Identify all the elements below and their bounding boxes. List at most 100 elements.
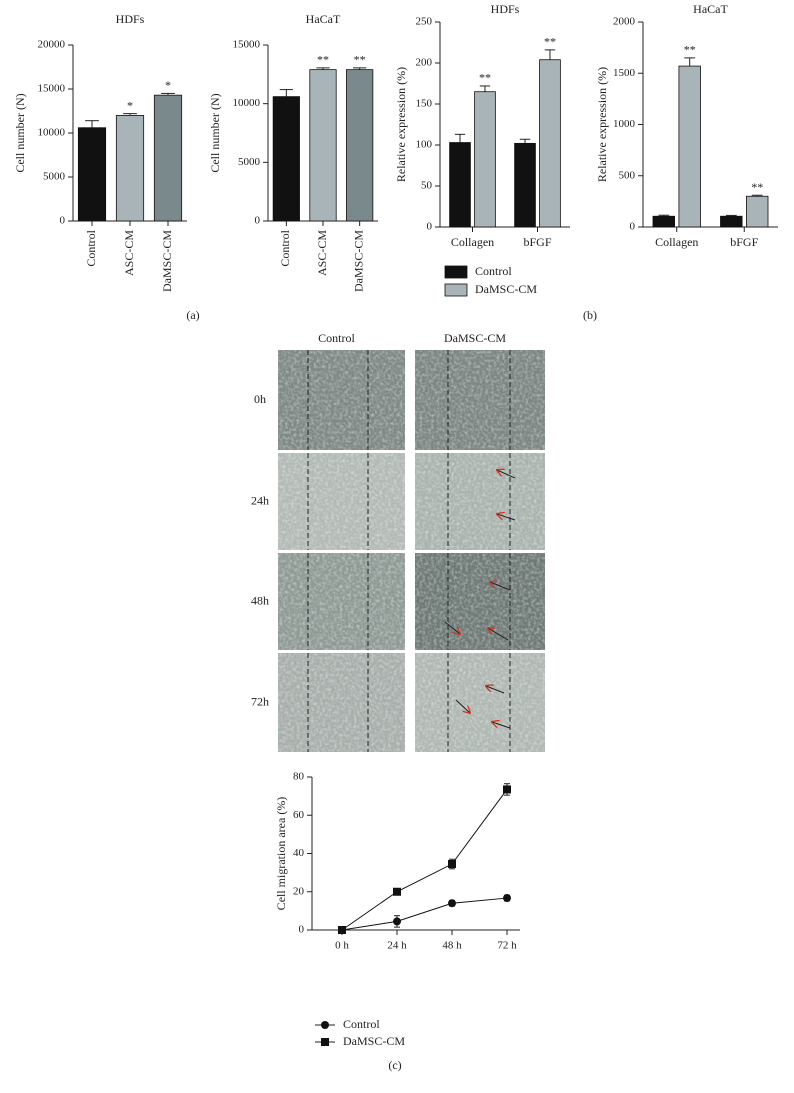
bar: [77, 127, 107, 222]
chart-title: HaCaT: [306, 12, 341, 26]
marker: [448, 899, 456, 908]
x-tick-label: Collagen: [451, 235, 494, 249]
x-tick-label: Collagen: [655, 235, 698, 249]
y-tick-label: 0: [255, 215, 261, 227]
legend-swatch: [444, 265, 468, 279]
y-tick-label: 80: [293, 771, 305, 783]
x-tick-label: ASC-CM: [122, 230, 136, 276]
y-tick-label: 15000: [38, 83, 66, 95]
legend-marker: [321, 1021, 329, 1029]
x-tick-label: Control: [84, 229, 98, 266]
significance-label: **: [317, 53, 329, 67]
x-tick-label: bFGF: [730, 235, 758, 249]
y-tick-label: 0: [630, 221, 636, 233]
x-tick-label: ASC-CM: [315, 230, 329, 276]
bar: [346, 69, 374, 222]
y-tick-label: 60: [293, 809, 305, 821]
y-tick-label: 20000: [38, 39, 66, 51]
bar: [746, 195, 769, 228]
series-line: [341, 897, 508, 931]
legend-swatch: [444, 283, 468, 297]
migration-arrow: [488, 628, 509, 641]
x-tick-label: Control: [278, 229, 292, 266]
micrograph-texture: [278, 553, 405, 650]
micrograph-texture: [415, 553, 545, 650]
bar: [272, 96, 300, 222]
y-tick-label: 10000: [38, 127, 66, 139]
marker: [448, 860, 456, 869]
micrograph-texture: [415, 453, 545, 550]
y-tick-label: 150: [416, 98, 433, 110]
significance-label: *: [127, 98, 133, 112]
row-label: 0h: [254, 392, 266, 406]
legend-label: Control: [475, 264, 512, 278]
legend-label: DaMSC-CM: [475, 282, 537, 296]
chart-title: HaCaT: [693, 2, 728, 16]
marker: [503, 785, 511, 794]
significance-label: **: [684, 43, 696, 57]
micrograph-texture: [278, 350, 405, 450]
y-tick-label: 2000: [613, 16, 636, 28]
chart-title: HDFs: [491, 2, 520, 16]
x-tick-label: DaMSC-CM: [351, 230, 365, 292]
y-tick-label: 1500: [613, 67, 636, 79]
marker: [338, 926, 346, 934]
bar: [474, 91, 496, 228]
migration-arrow: [486, 686, 505, 694]
significance-label: **: [354, 53, 366, 67]
significance-label: *: [165, 78, 171, 92]
bar: [309, 69, 337, 222]
marker: [393, 917, 401, 926]
x-tick-label: 72 h: [497, 940, 517, 952]
y-tick-label: 0: [60, 215, 66, 227]
bar: [153, 94, 183, 222]
bar: [720, 215, 743, 228]
y-tick-label: 50: [421, 180, 433, 192]
legend-label: DaMSC-CM: [343, 1034, 405, 1048]
y-tick-label: 0: [299, 924, 305, 936]
chart-title: HDFs: [116, 12, 145, 26]
y-axis-label: Cell number (N): [208, 93, 222, 172]
y-axis-label: Cell migration area (%): [274, 797, 288, 911]
x-tick-label: 24 h: [387, 940, 407, 952]
bar: [539, 59, 561, 228]
column-header: Control: [318, 331, 355, 345]
migration-arrow: [444, 621, 460, 634]
y-tick-label: 100: [416, 139, 433, 151]
x-tick-label: DaMSC-CM: [160, 230, 174, 292]
y-tick-label: 15000: [233, 39, 261, 51]
y-axis-label: Relative expression (%): [595, 67, 609, 182]
panel-label: (c): [388, 1058, 401, 1072]
x-tick-label: bFGF: [523, 235, 551, 249]
bar: [449, 142, 471, 228]
legend-marker: [321, 1038, 329, 1046]
y-tick-label: 20: [293, 885, 305, 897]
row-label: 24h: [251, 493, 269, 507]
y-tick-label: 5000: [43, 171, 66, 183]
micrograph-texture: [278, 453, 405, 550]
y-axis-label: Cell number (N): [13, 93, 27, 172]
x-tick-label: 0 h: [335, 940, 349, 952]
micrograph-texture: [415, 653, 545, 752]
x-tick-label: 48 h: [442, 940, 462, 952]
micrograph-texture: [278, 653, 405, 752]
migration-arrow: [492, 722, 511, 729]
row-label: 72h: [251, 694, 269, 708]
y-tick-label: 500: [619, 169, 636, 181]
marker: [393, 887, 401, 896]
series-line: [341, 789, 508, 931]
bar: [115, 115, 145, 222]
y-tick-label: 40: [293, 847, 305, 859]
y-tick-label: 1000: [613, 118, 636, 130]
migration-arrow: [455, 699, 470, 713]
y-tick-label: 10000: [233, 97, 261, 109]
migration-arrow: [497, 470, 516, 479]
bar: [678, 65, 701, 228]
panel-label: (a): [186, 308, 199, 322]
column-header: DaMSC-CM: [444, 331, 506, 345]
bar: [652, 215, 675, 228]
significance-label: **: [751, 180, 763, 194]
y-tick-label: 5000: [238, 156, 261, 168]
significance-label: **: [479, 71, 491, 85]
